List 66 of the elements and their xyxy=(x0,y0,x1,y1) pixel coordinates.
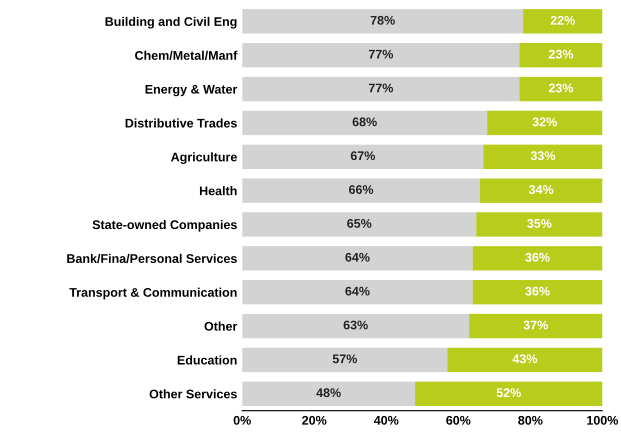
data-label: 36% xyxy=(525,252,550,262)
data-label: 57% xyxy=(332,354,358,364)
bar xyxy=(242,110,488,136)
data-label: 66% xyxy=(349,185,374,194)
bar xyxy=(520,43,602,68)
y-tick-label: Energy & Water xyxy=(146,84,238,96)
y-tick-label: Building and Civil Eng xyxy=(106,16,236,29)
y-tick-label: Agriculture xyxy=(170,152,237,164)
bar xyxy=(242,382,416,406)
data-label: 68% xyxy=(352,117,377,126)
y-tick-label: Health xyxy=(200,186,237,196)
y-tick-label: Distributive Trades xyxy=(126,118,237,128)
y-tick-label: Education xyxy=(178,355,237,365)
data-label: 48% xyxy=(316,388,341,398)
data-label: 64% xyxy=(345,252,370,262)
bar xyxy=(472,246,602,271)
bar xyxy=(480,178,602,203)
bar xyxy=(242,314,470,338)
bar xyxy=(415,382,602,406)
data-label: 77% xyxy=(368,84,394,92)
data-label: 33% xyxy=(530,151,556,160)
bar xyxy=(242,178,480,203)
data-label: 63% xyxy=(344,320,368,330)
data-label: 78% xyxy=(370,16,395,25)
data-label: 32% xyxy=(532,117,557,126)
bar xyxy=(242,144,484,169)
data-label: 23% xyxy=(548,84,574,92)
data-label: 43% xyxy=(512,354,538,364)
bar xyxy=(242,348,448,372)
y-tick-label: State-owned Companies xyxy=(92,220,237,232)
bar xyxy=(523,9,602,34)
x-tick-label: 100% xyxy=(587,416,618,425)
data-label: 67% xyxy=(350,151,376,160)
bar xyxy=(242,212,476,237)
y-tick-label: Other xyxy=(204,322,238,331)
x-tick-label: 60% xyxy=(446,416,470,425)
x-tick-label: 80% xyxy=(518,416,543,425)
bar xyxy=(242,280,473,304)
x-tick-label: 20% xyxy=(302,416,326,425)
data-label: 22% xyxy=(550,16,575,25)
data-label: 77% xyxy=(368,50,394,59)
bar xyxy=(484,144,602,169)
y-tick-label: Bank/Fina/Personal Services xyxy=(67,254,237,264)
bar xyxy=(242,76,520,102)
bar xyxy=(242,9,524,34)
data-label: 65% xyxy=(347,219,372,228)
bar xyxy=(476,212,602,237)
x-tick-label: 40% xyxy=(374,416,398,425)
y-tick-label: Other Services xyxy=(150,389,237,398)
bar xyxy=(487,110,602,136)
bar xyxy=(242,246,473,271)
bar xyxy=(242,43,520,68)
data-label: 23% xyxy=(548,50,574,59)
y-tick-label: Transport & Communication xyxy=(69,288,237,300)
data-label: 52% xyxy=(496,388,521,398)
data-label: 36% xyxy=(525,286,550,296)
bar xyxy=(520,76,602,102)
data-label: 35% xyxy=(527,219,552,228)
bar xyxy=(472,280,602,304)
bar xyxy=(469,314,602,338)
bar xyxy=(447,348,602,372)
y-tick-label: Chem/Metal/Manf xyxy=(135,50,238,60)
data-label: 37% xyxy=(524,320,548,330)
data-label: 64% xyxy=(345,286,370,296)
x-tick-label: 0% xyxy=(234,416,251,425)
data-label: 34% xyxy=(528,185,554,194)
